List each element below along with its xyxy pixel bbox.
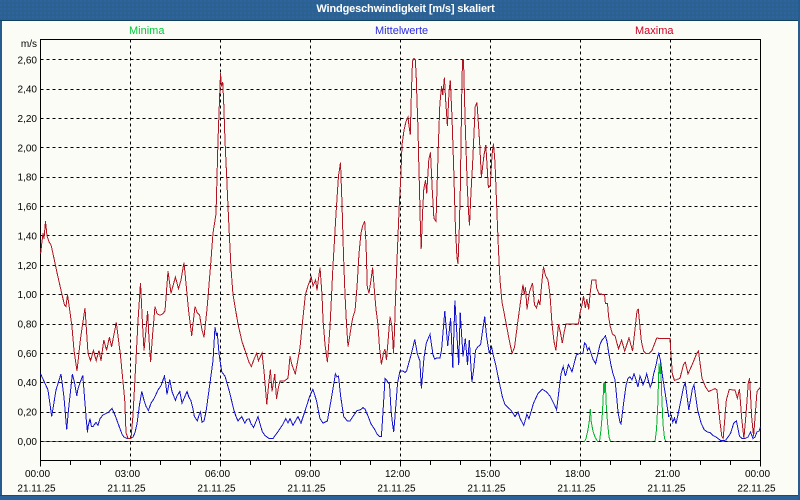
svg-text:2,60: 2,60 [18,55,38,66]
svg-text:15:00: 15:00 [475,469,500,480]
svg-text:1,00: 1,00 [18,290,38,301]
svg-text:12:00: 12:00 [385,469,410,480]
svg-text:21.11.25: 21.11.25 [107,484,146,495]
svg-text:1,60: 1,60 [18,202,38,213]
svg-text:21.11.25: 21.11.25 [17,484,56,495]
svg-text:18:00: 18:00 [565,469,590,480]
svg-text:21.11.25: 21.11.25 [647,484,686,495]
svg-text:21.11.25: 21.11.25 [287,484,326,495]
svg-text:1,20: 1,20 [18,261,38,272]
svg-text:0,60: 0,60 [18,349,38,360]
svg-text:00:00: 00:00 [745,469,770,480]
svg-text:00:00: 00:00 [25,469,50,480]
svg-text:21.11.25: 21.11.25 [377,484,416,495]
svg-text:1,40: 1,40 [18,231,38,242]
svg-text:0,00: 0,00 [18,437,38,448]
svg-text:2,40: 2,40 [18,85,38,96]
svg-text:21:00: 21:00 [655,469,680,480]
svg-text:m/s: m/s [21,39,37,50]
svg-text:2,20: 2,20 [18,114,38,125]
svg-text:21.11.25: 21.11.25 [557,484,596,495]
svg-text:2,00: 2,00 [18,143,38,154]
svg-text:0,80: 0,80 [18,320,38,331]
svg-text:21.11.25: 21.11.25 [467,484,506,495]
svg-text:09:00: 09:00 [295,469,320,480]
svg-text:06:00: 06:00 [205,469,230,480]
svg-text:1,80: 1,80 [18,173,38,184]
svg-text:21.11.25: 21.11.25 [197,484,236,495]
svg-text:0,20: 0,20 [18,408,38,419]
svg-text:22.11.25: 22.11.25 [737,484,776,495]
svg-text:03:00: 03:00 [115,469,140,480]
svg-text:0,40: 0,40 [18,378,38,389]
